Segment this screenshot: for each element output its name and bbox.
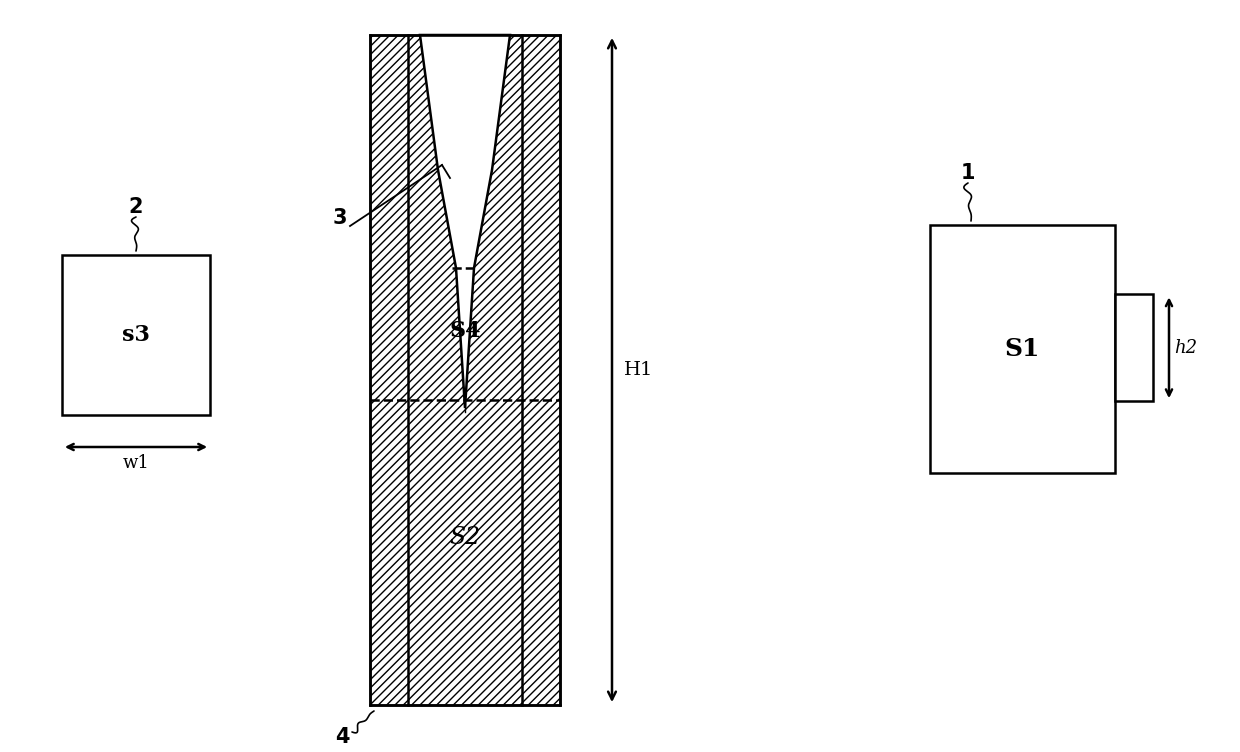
Text: 4: 4 <box>335 727 350 747</box>
Bar <box>1115 295 1153 401</box>
Text: S1: S1 <box>1004 337 1040 361</box>
Text: 1: 1 <box>961 163 975 183</box>
Text: h2: h2 <box>1174 338 1197 356</box>
Polygon shape <box>420 35 510 408</box>
Text: S4: S4 <box>449 320 481 342</box>
Text: 3: 3 <box>332 208 347 228</box>
Bar <box>62 255 210 415</box>
Text: S2: S2 <box>449 526 481 549</box>
Text: 2: 2 <box>129 197 144 217</box>
Text: H1: H1 <box>624 361 653 379</box>
Bar <box>930 225 1115 473</box>
Text: w1: w1 <box>123 454 150 472</box>
Polygon shape <box>370 35 560 705</box>
Text: s3: s3 <box>122 324 150 346</box>
